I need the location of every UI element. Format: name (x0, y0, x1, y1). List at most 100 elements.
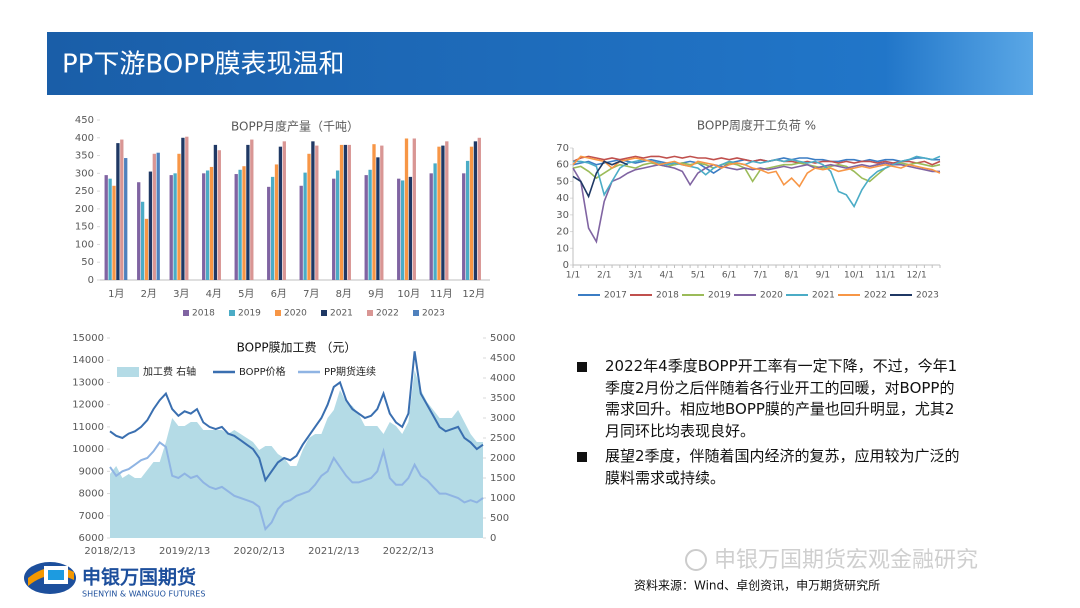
bar (156, 152, 160, 280)
legend-swatch (229, 310, 235, 316)
bar (124, 158, 128, 280)
y-tick-label: 150 (75, 222, 94, 233)
watermark: 申银万国期货宏观金融研究 (714, 548, 978, 573)
bar (112, 185, 116, 280)
header-bar (47, 32, 1033, 95)
bar (433, 163, 437, 280)
bar (400, 180, 405, 280)
y-tick-label: 60 (556, 160, 569, 171)
legend-label: BOPP价格 (239, 365, 286, 378)
bar (209, 166, 214, 280)
bar (332, 178, 336, 280)
series-line (572, 162, 941, 183)
legend-label: 2022 (864, 291, 887, 301)
y-tick-label: 100 (75, 239, 94, 250)
y-tick-label: 250 (75, 186, 94, 197)
legend-label: 2019 (708, 291, 731, 301)
bar (307, 153, 311, 280)
bar (217, 150, 221, 280)
x-tick-label: 3月 (173, 288, 189, 300)
x-tick-label: 5/1 (691, 271, 705, 281)
bar (343, 144, 348, 280)
legend-label: 2021 (812, 291, 835, 301)
y-tick-label: 1500 (490, 473, 515, 484)
bar (267, 186, 271, 280)
bar (246, 144, 250, 280)
legend-swatch (413, 310, 419, 316)
bar (104, 175, 108, 280)
legend-label: 2023 (422, 309, 445, 319)
y-tick-label: 4500 (490, 353, 515, 364)
bar (429, 173, 433, 280)
x-tick-label: 1月 (108, 288, 124, 300)
x-tick-label: 2019/2/13 (159, 546, 210, 557)
y-tick-label: 0 (563, 260, 569, 271)
bar (397, 178, 401, 280)
bar (380, 145, 384, 280)
bullet-marker (577, 362, 587, 372)
bar (347, 144, 351, 280)
bar (282, 141, 286, 280)
bullet-text: 2022年4季度BOPP开工率有一定下降，不过，今年1季度2月份之后伴随着各行业… (605, 357, 958, 440)
x-tick-label: 2021/2/13 (308, 546, 359, 557)
bar (404, 138, 409, 280)
legend-label: 加工费 右轴 (143, 365, 196, 378)
bar (274, 164, 279, 280)
y-tick-label: 4000 (490, 373, 515, 384)
y-tick-label: 10 (556, 243, 569, 254)
bar (120, 139, 124, 280)
bar (185, 136, 189, 280)
logo-mark (24, 562, 76, 594)
area (110, 370, 483, 538)
bar (299, 185, 303, 280)
bar (177, 153, 181, 280)
bullet-marker (577, 452, 587, 462)
y-tick-label: 12000 (72, 400, 104, 411)
y-tick-label: 350 (75, 151, 94, 162)
y-tick-label: 10000 (72, 444, 104, 455)
x-tick-label: 2018/2/13 (84, 546, 135, 557)
legend-label: 2018 (656, 291, 679, 301)
series-line (573, 155, 941, 209)
series-line (109, 440, 484, 532)
bar (213, 144, 218, 280)
bar (242, 166, 246, 280)
bar (335, 170, 340, 280)
y-tick-label: 9000 (79, 466, 104, 477)
y-tick-label: 14000 (72, 355, 104, 366)
legend-label: 2023 (916, 291, 939, 301)
x-tick-label: 11月 (430, 288, 453, 300)
x-tick-label: 10/1 (844, 271, 864, 281)
bar (412, 138, 416, 280)
bar (372, 144, 376, 280)
x-tick-label: 10月 (397, 288, 420, 300)
bar (169, 175, 173, 280)
y-tick-label: 50 (556, 176, 569, 187)
bar (364, 175, 368, 280)
bar (238, 169, 242, 280)
bar (368, 169, 372, 280)
bar (270, 176, 275, 280)
y-tick-label: 200 (75, 204, 94, 215)
x-tick-label: 6月 (271, 288, 287, 300)
y-tick-label: 7000 (79, 511, 104, 522)
bar (408, 176, 413, 280)
bar (152, 153, 156, 280)
bar (445, 141, 449, 280)
series-line (572, 155, 941, 188)
x-tick-label: 5月 (238, 288, 254, 300)
bar (465, 160, 470, 280)
y-tick-label: 8000 (79, 489, 104, 500)
legend-swatch (367, 310, 373, 316)
bar (437, 146, 441, 280)
bar (234, 174, 238, 280)
bullet-list: 2022年4季度BOPP开工率有一定下降，不过，今年1季度2月份之后伴随着各行业… (577, 356, 967, 493)
x-tick-label: 6/1 (722, 271, 736, 281)
bar (148, 171, 153, 280)
source-note: 资料来源：Wind、卓创资讯，申万期货研究所 (634, 578, 880, 593)
bar (205, 170, 210, 280)
x-tick-label: 2022/2/13 (383, 546, 434, 557)
series-line (109, 351, 484, 483)
